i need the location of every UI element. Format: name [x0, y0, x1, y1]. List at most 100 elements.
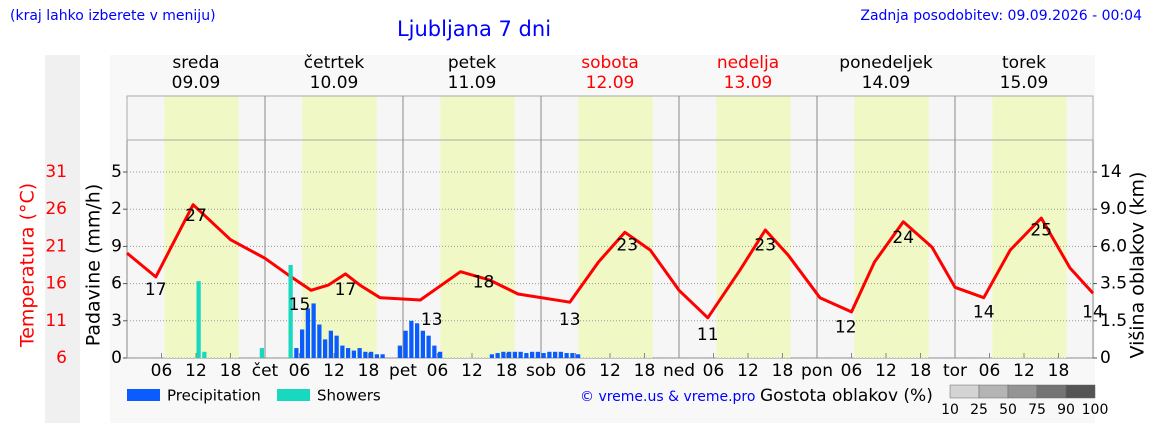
x-tick-label: sob	[526, 361, 556, 381]
day-date: 09.09	[172, 73, 221, 93]
y3-tick-label: 1.5	[1100, 311, 1127, 331]
precip-bar	[346, 348, 351, 358]
precip-bar	[495, 353, 500, 358]
precip-bar	[535, 351, 540, 358]
x-tick-label: 06	[565, 361, 587, 381]
day-date: 10.09	[310, 73, 359, 93]
temp-annotation: 18	[473, 273, 495, 293]
y-tick-label: 16	[45, 274, 67, 294]
precip-bar	[432, 345, 437, 358]
x-tick-label: 06	[289, 361, 311, 381]
temp-annotation: 17	[335, 280, 357, 300]
precip-bar	[305, 308, 310, 358]
precip-bar	[530, 351, 535, 358]
precip-bar	[558, 351, 563, 358]
precip-bar	[363, 351, 368, 358]
precip-bar	[259, 348, 264, 358]
update-time: Zadnja posodobitev: 09.09.2026 - 00:04	[860, 8, 1142, 24]
y-axis-title: Temperatura (°C)	[17, 183, 39, 348]
cloud-legend-label: 100	[1082, 402, 1109, 418]
x-tick-label: 18	[358, 361, 380, 381]
x-tick-label: 06	[841, 361, 863, 381]
precip-bar	[300, 329, 305, 358]
day-date: 12.09	[586, 73, 635, 93]
daylight-band	[716, 96, 791, 358]
day-name: petek	[448, 53, 496, 73]
precip-bar	[570, 353, 575, 358]
precip-bar	[420, 330, 425, 358]
y3-tick-label: 9.0	[1100, 199, 1127, 219]
left-panel	[45, 55, 80, 423]
temp-annotation: 14	[973, 302, 995, 322]
cloud-legend-label: 90	[1057, 402, 1075, 418]
precip-bar	[294, 348, 299, 358]
x-tick-label: 12	[461, 361, 483, 381]
daylight-band	[440, 96, 515, 358]
precip-bar	[426, 335, 431, 358]
precip-bar	[564, 353, 569, 358]
x-tick-label: 12	[737, 361, 759, 381]
precip-bar	[501, 351, 506, 358]
x-tick-label: 12	[323, 361, 345, 381]
x-tick-label: 06	[151, 361, 173, 381]
x-tick-label: 06	[703, 361, 725, 381]
cloud-legend-label: 10	[941, 402, 959, 418]
temp-annotation: 11	[697, 325, 719, 345]
precip-bar	[489, 354, 494, 358]
precip-bar	[374, 354, 379, 358]
precip-bar	[518, 351, 523, 358]
day-date: 13.09	[724, 73, 773, 93]
y-tick-label: 6	[56, 348, 67, 368]
cloud-legend-box	[949, 384, 980, 399]
day-name: torek	[1002, 53, 1046, 73]
day-date: 14.09	[862, 73, 911, 93]
y3-tick-label: 0	[1100, 348, 1111, 368]
day-name: sreda	[172, 53, 219, 73]
x-tick-label: 18	[772, 361, 794, 381]
precip-bar	[403, 330, 408, 358]
legend-swatch	[277, 389, 310, 401]
temp-annotation: 17	[145, 280, 167, 300]
precip-bar	[397, 345, 402, 358]
daylight-band	[164, 96, 239, 358]
precip-bar	[541, 353, 546, 358]
precip-bar	[196, 281, 201, 358]
day-name: sobota	[581, 53, 639, 73]
temperature-line	[126, 203, 1095, 320]
temp-annotation: 24	[892, 228, 914, 248]
precip-bar	[357, 348, 362, 358]
precip-bar	[576, 354, 581, 358]
cloud-legend-box	[1007, 384, 1038, 399]
day-name: četrtek	[304, 53, 365, 73]
cloud-legend-label: 25	[970, 402, 988, 418]
y-tick-label: 26	[45, 199, 67, 219]
y3-tick-label: 3.5	[1100, 274, 1127, 294]
precip-bar	[415, 323, 420, 358]
y2-tick-label: 0	[111, 348, 122, 368]
precip-bar	[311, 303, 316, 358]
y-tick-label: 31	[45, 162, 67, 182]
x-tick-label: 18	[634, 361, 656, 381]
x-tick-label: tor	[943, 361, 967, 381]
precip-bar	[340, 345, 345, 358]
y3-tick-label: 14	[1100, 162, 1122, 182]
temp-annotation: 13	[559, 310, 581, 330]
x-tick-label: 18	[220, 361, 242, 381]
precip-bar	[334, 335, 339, 358]
precip-bar	[547, 351, 552, 358]
precip-bar	[380, 354, 385, 358]
cloud-legend-label: 75	[1028, 402, 1046, 418]
cloud-legend-box	[1036, 384, 1067, 399]
precip-bar	[507, 351, 512, 358]
x-tick-label: 18	[496, 361, 518, 381]
temp-annotation: 15	[289, 295, 311, 315]
cloud-legend-title: Gostota oblakov (%)	[760, 386, 933, 406]
precip-bar	[369, 351, 374, 358]
y-tick-label: 21	[45, 236, 67, 256]
x-tick-label: 18	[1048, 361, 1070, 381]
temp-annotation: 25	[1030, 221, 1052, 241]
cloud-legend-box	[978, 384, 1009, 399]
x-tick-label: 06	[979, 361, 1001, 381]
y-tick-label: 11	[45, 311, 67, 331]
